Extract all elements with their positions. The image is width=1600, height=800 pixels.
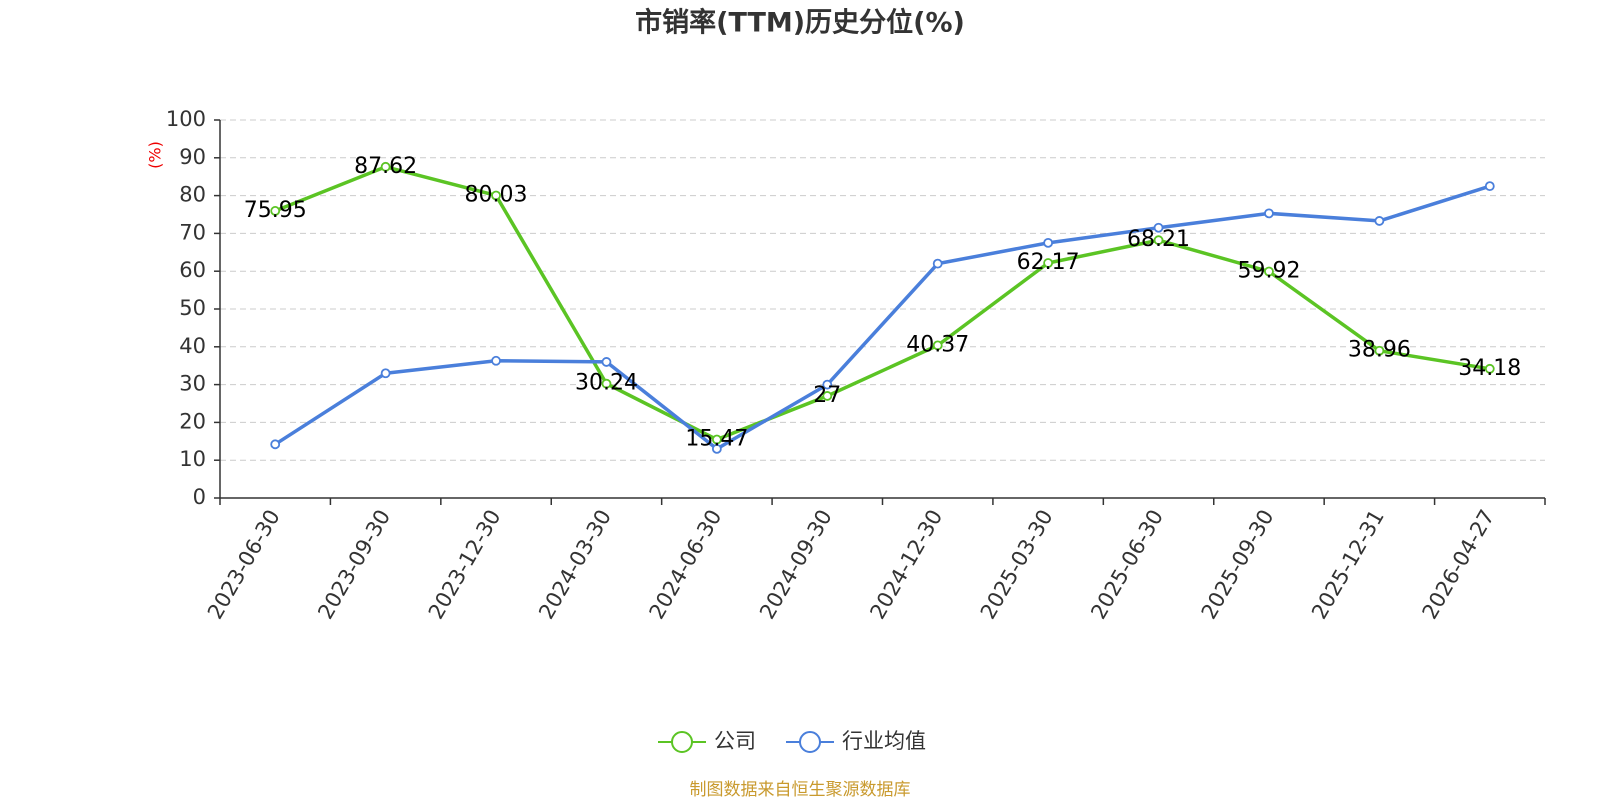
x-tick-label: 2025-12-31 [1307, 506, 1389, 624]
data-point [1153, 222, 1164, 233]
data-point [1264, 266, 1274, 277]
data-point [380, 368, 391, 379]
legend-marker [671, 731, 693, 753]
x-tick-label: 2025-09-30 [1197, 506, 1279, 624]
y-tick-label: 30 [179, 372, 206, 396]
x-tick-label: 2023-06-30 [203, 506, 285, 624]
data-point [491, 355, 501, 366]
data-label: 15.47 [685, 427, 748, 452]
data-label: 27 [813, 383, 841, 408]
x-tick-label: 2026-04-27 [1418, 506, 1500, 624]
data-label: 59.92 [1237, 259, 1300, 284]
x-tick-label: 2023-09-30 [313, 506, 395, 624]
y-tick-label: 20 [179, 409, 206, 433]
y-tick-label: 60 [179, 258, 206, 282]
x-tick-label: 2024-12-30 [865, 505, 947, 623]
series-line [274, 184, 1491, 451]
data-point [1484, 363, 1495, 374]
y-tick-label: 40 [179, 334, 206, 358]
data-label: 40.37 [906, 332, 969, 357]
x-tick-label: 2024-09-30 [755, 506, 837, 624]
x-tick-label: 2025-06-30 [1086, 506, 1168, 624]
data-label: 80.03 [465, 182, 528, 207]
y-tick-label: 80 [179, 183, 206, 207]
y-tick-label: 10 [179, 447, 206, 471]
legend-label: 公司 [714, 729, 756, 753]
y-axis-label: (%) [146, 141, 165, 169]
data-point [1484, 181, 1495, 192]
data-point [1043, 258, 1054, 268]
data-point [1043, 237, 1054, 248]
data-label: 87.62 [354, 154, 417, 179]
x-tick-label: 2023-12-30 [424, 505, 506, 623]
data-label: 62.17 [1017, 250, 1080, 275]
data-point [932, 258, 943, 269]
data-point [1264, 208, 1274, 219]
data-point [711, 434, 722, 445]
data-point [1374, 345, 1385, 356]
data-point [711, 443, 722, 454]
data-label: 68.21 [1127, 227, 1190, 252]
y-tick-label: 0 [193, 485, 206, 509]
chart-title: 市销率(TTM)历史分位(%) [635, 7, 965, 39]
legend-item[interactable]: 行业均值 [786, 729, 926, 753]
legend-label: 行业均值 [842, 729, 926, 753]
series-line [274, 165, 1491, 442]
data-label: 34.18 [1458, 356, 1521, 381]
x-tick-label: 2025-03-30 [976, 506, 1058, 624]
x-tick-label: 2024-03-30 [534, 506, 616, 624]
data-point [932, 340, 943, 351]
y-tick-label: 70 [179, 220, 206, 244]
data-point [822, 391, 833, 401]
data-point [491, 190, 501, 201]
source-note: 制图数据来自恒生聚源数据库 [690, 780, 911, 800]
data-point [1153, 235, 1164, 246]
data-label: 38.96 [1348, 338, 1411, 363]
data-point [601, 378, 612, 389]
legend-marker [799, 731, 821, 753]
legend-item[interactable]: 公司 [658, 729, 756, 753]
data-label: 75.95 [244, 198, 307, 223]
y-tick-label: 50 [179, 296, 206, 320]
y-tick-label: 100 [166, 107, 206, 131]
data-point [380, 161, 391, 172]
y-tick-label: 90 [179, 145, 206, 169]
x-tick-label: 2024-06-30 [645, 506, 727, 624]
data-point [822, 379, 833, 390]
data-point [270, 206, 281, 216]
data-point [601, 357, 612, 367]
data-point [1374, 216, 1385, 226]
data-label: 30.24 [575, 371, 638, 396]
data-point [270, 439, 281, 450]
